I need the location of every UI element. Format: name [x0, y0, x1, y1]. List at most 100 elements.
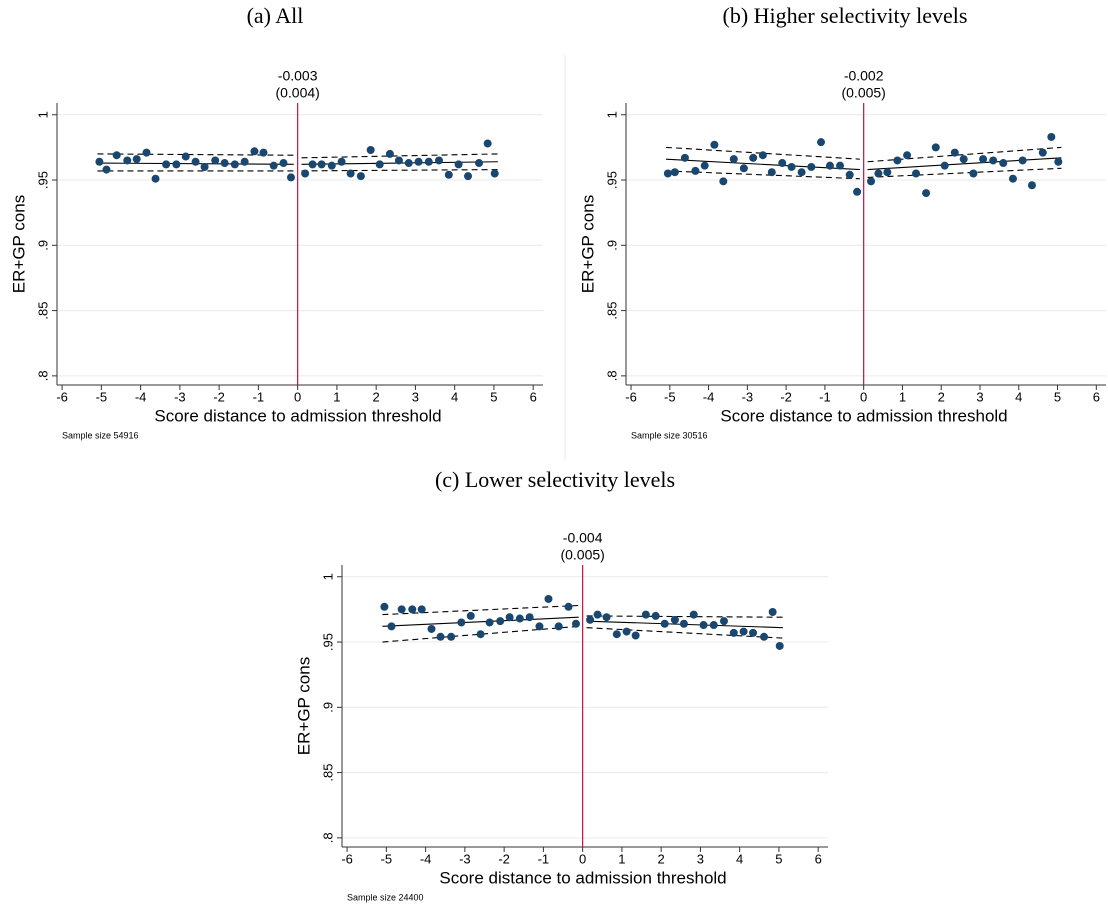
data-point: [564, 602, 573, 611]
data-point: [417, 605, 426, 614]
data-point: [404, 159, 413, 168]
data-point: [385, 149, 394, 158]
x-tick-label: -5: [381, 851, 393, 866]
data-point: [778, 159, 787, 168]
estimate-annotation: -0.003: [278, 68, 318, 84]
data-point: [279, 159, 288, 168]
data-point: [749, 628, 758, 637]
y-tick-label: .8: [35, 370, 50, 381]
y-tick-label: 1: [320, 573, 335, 580]
panel-title: (c) Lower selectivity levels: [435, 467, 675, 492]
data-point: [845, 170, 854, 179]
data-point: [593, 610, 602, 619]
x-tick-label: 5: [775, 851, 782, 866]
estimate-annotation: -0.002: [844, 68, 884, 84]
data-point: [680, 153, 689, 162]
x-tick-label: 6: [530, 389, 537, 404]
data-point: [739, 164, 748, 173]
x-tick-label: 3: [697, 851, 704, 866]
data-point: [1047, 132, 1056, 141]
x-tick-label: 2: [658, 851, 665, 866]
data-point: [434, 156, 443, 165]
data-point: [729, 628, 738, 637]
data-point: [903, 151, 912, 160]
x-tick-label: -4: [135, 389, 147, 404]
data-point: [787, 162, 796, 171]
data-point: [346, 169, 355, 178]
data-point: [641, 610, 650, 619]
data-point: [893, 156, 902, 165]
data-point: [220, 159, 229, 168]
data-point: [586, 615, 595, 624]
y-tick-label: .9: [320, 702, 335, 713]
y-tick-label: .95: [604, 171, 619, 189]
data-point: [259, 148, 268, 157]
ci-lower: [382, 625, 579, 643]
x-tick-label: 2: [938, 389, 945, 404]
data-point: [356, 172, 365, 181]
data-point: [817, 138, 826, 147]
data-point: [200, 162, 209, 171]
y-tick-label: .95: [35, 171, 50, 189]
fit-line: [382, 616, 579, 627]
data-point: [457, 618, 466, 627]
data-point: [931, 143, 940, 152]
data-point: [660, 619, 669, 628]
data-point: [211, 156, 220, 165]
data-point: [768, 608, 777, 616]
data-point: [739, 627, 748, 636]
data-point: [651, 611, 660, 620]
data-point: [922, 189, 931, 198]
data-point: [397, 605, 406, 614]
estimate-annotation: (0.005): [841, 85, 885, 101]
data-point: [663, 169, 672, 178]
data-point: [464, 172, 473, 181]
y-axis-label: ER+GP cons: [294, 657, 313, 755]
data-point: [1054, 157, 1063, 166]
data-point: [797, 168, 806, 177]
data-point: [230, 160, 239, 169]
data-point: [940, 161, 949, 170]
data-point: [767, 168, 776, 177]
x-tick-label: -6: [56, 389, 68, 404]
x-tick-label: -4: [703, 389, 715, 404]
x-tick-label: 4: [451, 389, 458, 404]
data-point: [719, 617, 728, 626]
data-point: [505, 613, 514, 622]
panel-title: (a) All: [247, 3, 304, 28]
data-point: [612, 630, 621, 639]
data-point: [366, 146, 375, 154]
data-point: [670, 615, 679, 624]
x-tick-label: 0: [294, 389, 301, 404]
y-tick-label: .8: [320, 832, 335, 843]
ci-upper: [586, 615, 783, 618]
data-point: [476, 630, 485, 639]
data-point: [775, 641, 784, 650]
data-point: [162, 160, 171, 169]
data-point: [709, 621, 718, 630]
data-point: [689, 610, 698, 619]
data-point: [286, 173, 295, 182]
data-point: [679, 619, 688, 628]
sample-note: Sample size 54916: [62, 430, 139, 440]
data-point: [571, 619, 580, 628]
data-point: [699, 621, 708, 630]
y-tick-label: .85: [320, 764, 335, 782]
sample-note: Sample size 24400: [347, 892, 424, 902]
estimate-annotation: (0.005): [560, 547, 604, 563]
data-point: [1018, 156, 1027, 165]
data-point: [95, 157, 104, 166]
data-point: [719, 177, 728, 186]
data-point: [375, 160, 384, 169]
x-tick-label: -3: [459, 851, 471, 866]
x-tick-label: -6: [341, 851, 353, 866]
data-point: [490, 169, 499, 178]
data-point: [525, 613, 534, 622]
data-point: [424, 157, 433, 166]
data-point: [950, 148, 959, 157]
data-point: [475, 159, 484, 168]
data-point: [337, 157, 346, 166]
x-tick-label: -1: [253, 389, 265, 404]
y-tick-label: .85: [604, 302, 619, 320]
